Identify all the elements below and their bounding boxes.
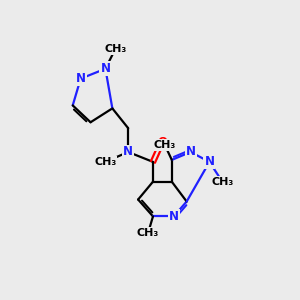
- Text: CH₃: CH₃: [94, 157, 116, 167]
- Text: CH₃: CH₃: [211, 177, 233, 187]
- Text: CH₃: CH₃: [154, 140, 176, 150]
- Text: N: N: [169, 210, 179, 223]
- Text: N: N: [76, 72, 85, 85]
- Text: CH₃: CH₃: [104, 44, 126, 54]
- Text: CH₃: CH₃: [137, 228, 159, 238]
- Text: N: N: [100, 62, 110, 75]
- Text: N: N: [186, 146, 196, 158]
- Text: N: N: [204, 155, 214, 168]
- Text: N: N: [123, 146, 133, 158]
- Text: O: O: [157, 136, 167, 148]
